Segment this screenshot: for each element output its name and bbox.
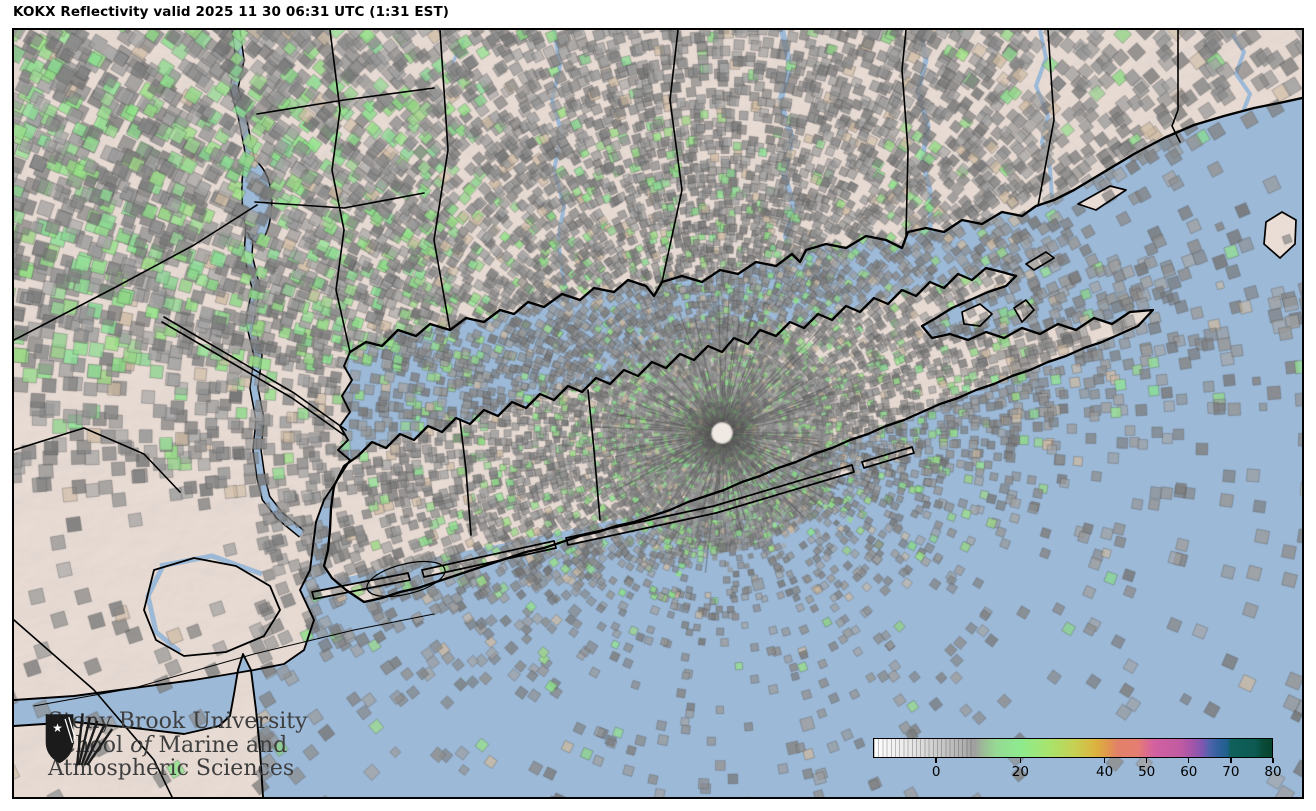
nj-shoreline-sandy-hook [14, 653, 264, 797]
page-title: KOKX Reflectivity valid 2025 11 30 06:31… [13, 4, 450, 20]
radar-echo-canvas [14, 30, 1302, 797]
colorbar-tick-label: 40 [1095, 764, 1114, 780]
colorbar-tick [1272, 758, 1274, 763]
colorbar-gradient [873, 738, 1273, 758]
radar-map: ★ Stony Brook University School of Marin… [12, 28, 1304, 799]
colorbar-tick [1145, 758, 1148, 763]
ct-coastline [348, 96, 1302, 354]
branding-block: ★ Stony Brook University School of Marin… [42, 710, 308, 781]
colorbar-tick [1188, 758, 1190, 763]
branding-line1: Stony Brook University [48, 709, 308, 734]
county-state-lines [14, 30, 1181, 797]
colorbar-tick-label: 70 [1222, 764, 1240, 780]
island-outlines [311, 185, 1297, 600]
staten-island-outline [143, 557, 281, 657]
colorbar-hatch-overlay [874, 739, 975, 757]
colorbar-tick-label: 0 [931, 764, 941, 780]
long-island-coastline [322, 266, 1155, 604]
marine-boundary-line [33, 613, 435, 707]
colorbar-tick [1230, 758, 1232, 763]
colorbar-tick [1103, 758, 1106, 763]
branding-line3: Atmospheric Sciences [48, 756, 295, 781]
mainland-shoreline [14, 351, 353, 701]
reflectivity-colorbar: 0 20 40 50 60 70 80 [873, 738, 1282, 786]
colorbar-tick [935, 758, 937, 763]
svg-text:★: ★ [52, 721, 63, 735]
colorbar-tick-label: 60 [1180, 764, 1198, 780]
boundaries-svg [14, 30, 1302, 797]
colorbar-tick [1019, 758, 1022, 763]
colorbar-tick-label: 50 [1138, 764, 1156, 780]
colorbar-tick-label: 20 [1011, 764, 1029, 780]
stony-brook-shield-icon: ★ [45, 713, 114, 766]
colorbar-tick-label: 80 [1264, 764, 1282, 780]
